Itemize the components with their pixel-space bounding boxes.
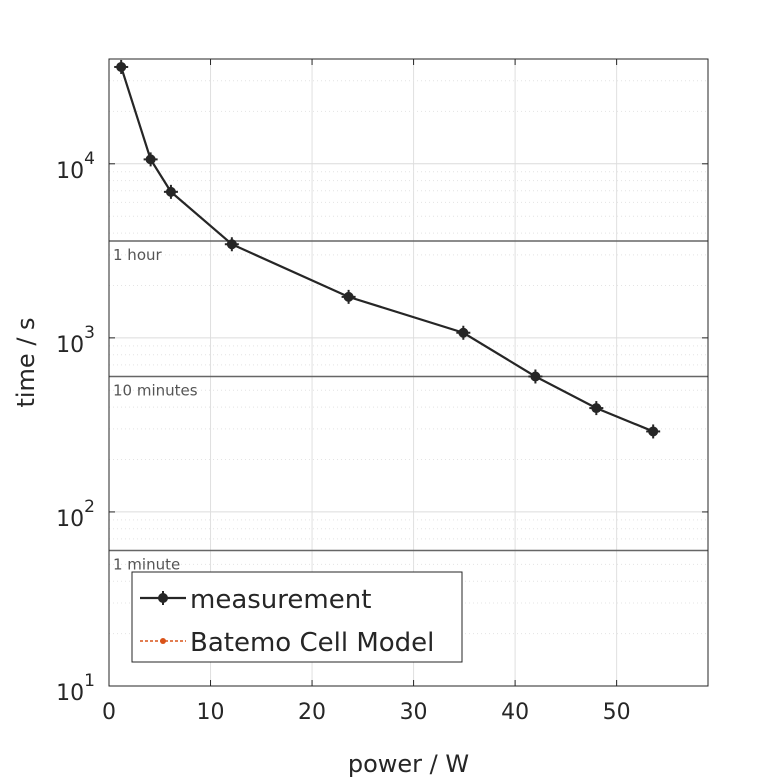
y-tick-label: 104 [56, 149, 95, 184]
legend-box [131, 571, 463, 663]
y-tick-label: 103 [56, 323, 95, 358]
legend-marker [160, 638, 166, 644]
y-axis-label: time / s [12, 317, 40, 407]
data-point [456, 325, 471, 340]
data-point [646, 424, 661, 439]
y-tick-label: 101 [56, 671, 95, 706]
data-point [143, 152, 158, 167]
x-tick-label: 50 [603, 700, 631, 725]
data-point [224, 237, 239, 252]
data-point [589, 401, 604, 416]
legend-entry: measurement [140, 585, 371, 615]
y-tick-label: 102 [56, 497, 95, 532]
data-point [163, 184, 178, 199]
legend: measurement Batemo Cell Model [131, 571, 463, 663]
x-tick-label: 10 [197, 700, 225, 725]
legend-entry: Batemo Cell Model [140, 628, 434, 658]
data-point [528, 369, 543, 384]
x-tick-label: 20 [298, 700, 326, 725]
legend-label: Batemo Cell Model [190, 628, 434, 658]
tick-labels: 0 10 20 30 40 50 101 102 103 104 [56, 59, 708, 725]
data-point [114, 59, 129, 74]
x-tick-label: 0 [102, 700, 116, 725]
x-axis-label: power / W [348, 750, 469, 778]
reference-line-label: 10 minutes [113, 381, 198, 399]
legend-label: measurement [190, 585, 371, 615]
reference-line-label: 1 hour [113, 246, 163, 264]
reference-line-label: 1 minute [113, 556, 180, 574]
reference-lines: 1 hour 10 minutes 1 minute [109, 240, 708, 574]
data-point [341, 289, 356, 304]
series-layer [114, 59, 661, 439]
x-tick-label: 30 [400, 700, 428, 725]
plot-frame [108, 58, 709, 687]
x-tick-label: 40 [501, 700, 529, 725]
